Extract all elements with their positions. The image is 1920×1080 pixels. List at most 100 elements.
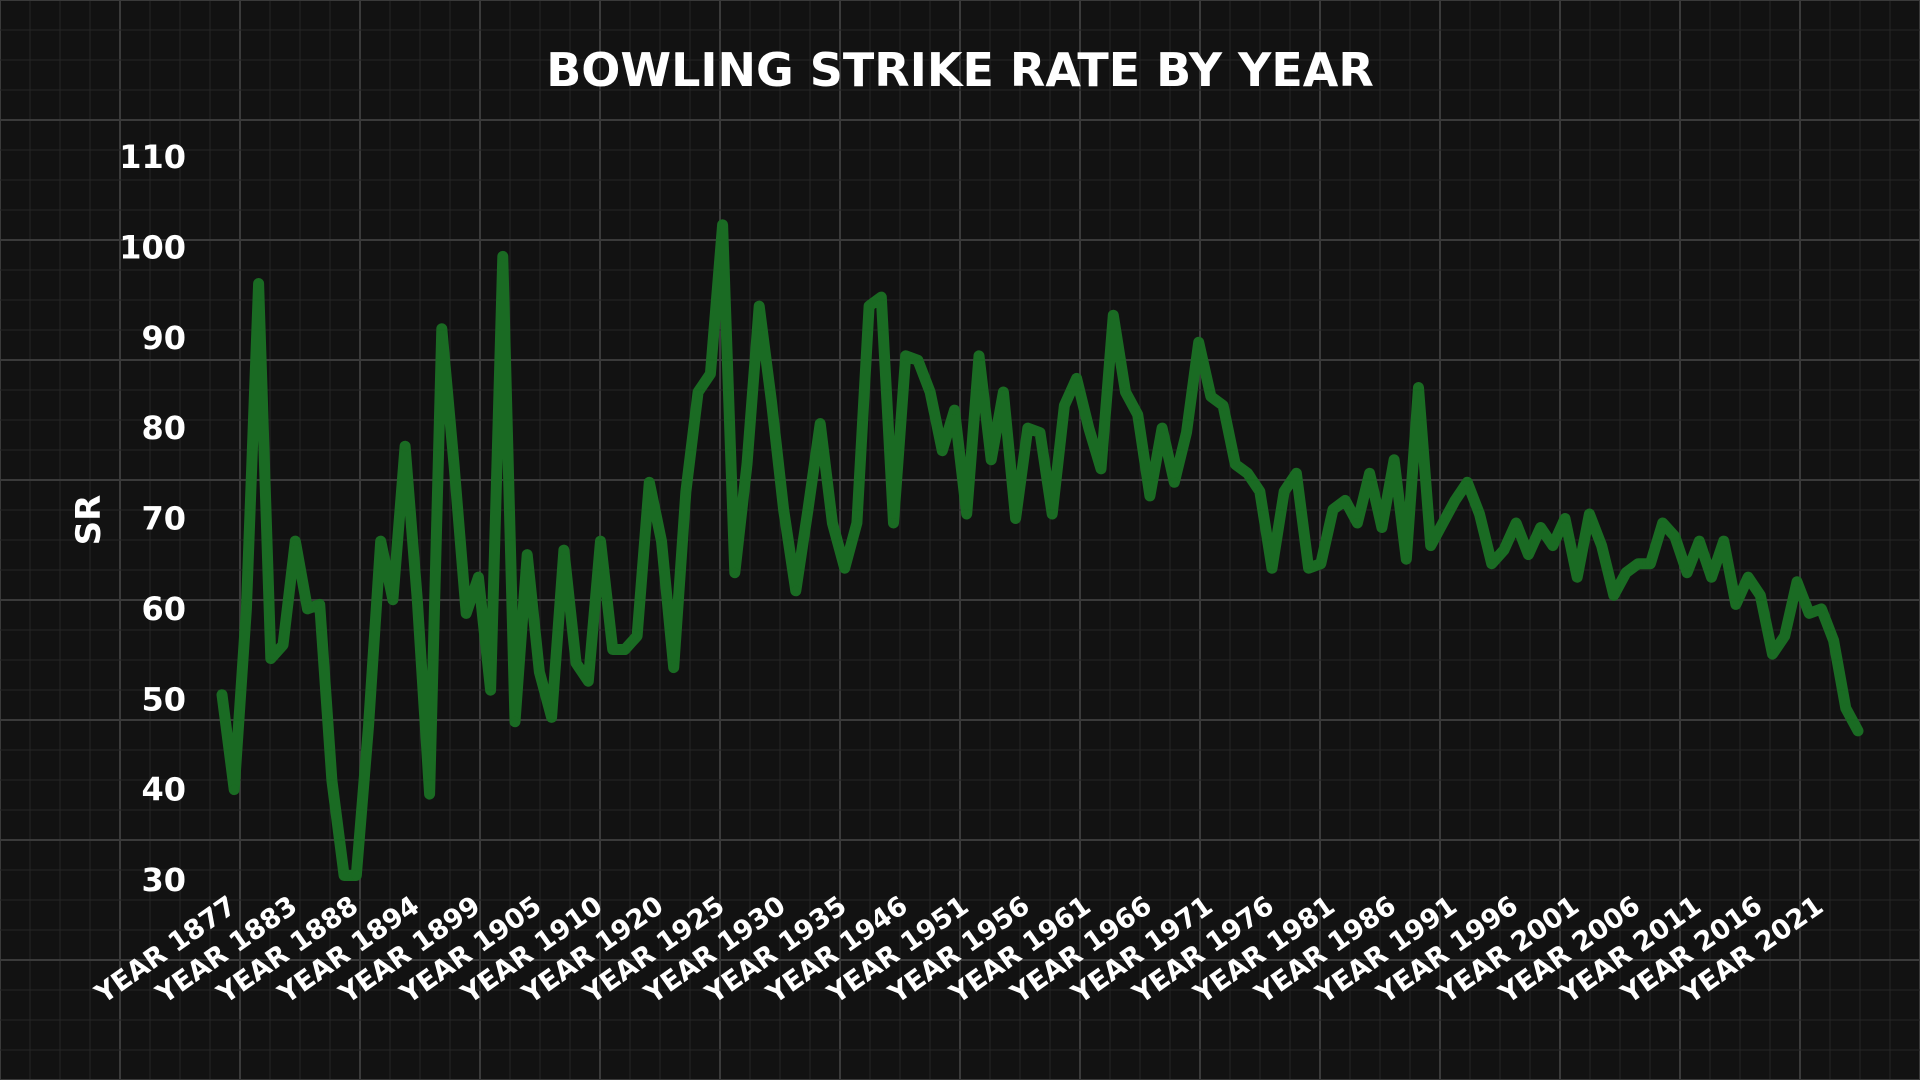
data-point <box>827 518 838 528</box>
data-point <box>815 418 826 429</box>
data-point <box>705 368 716 379</box>
data-point <box>1706 572 1717 583</box>
data-point <box>339 870 350 881</box>
data-point <box>1242 468 1253 479</box>
data-point <box>522 549 533 560</box>
data-point <box>1022 423 1033 434</box>
data-point <box>387 594 398 605</box>
data-point <box>571 658 582 669</box>
data-point <box>1059 400 1070 411</box>
data-point <box>1413 382 1424 393</box>
data-point <box>1523 549 1534 560</box>
data-point <box>961 509 972 519</box>
data-point <box>510 716 520 727</box>
data-point <box>1181 427 1192 438</box>
data-point <box>680 486 691 497</box>
data-point <box>1340 495 1351 506</box>
data-point <box>656 536 667 547</box>
data-point <box>754 301 765 312</box>
data-point <box>839 563 850 574</box>
data-point <box>937 445 948 456</box>
data-point <box>534 667 545 678</box>
data-point <box>400 441 411 452</box>
y-tick-label: 30 <box>141 861 186 899</box>
data-point <box>595 536 606 547</box>
data-point <box>314 599 325 610</box>
data-point <box>1169 477 1180 488</box>
data-point <box>546 712 557 723</box>
data-point <box>1047 509 1058 519</box>
y-tick-label: 90 <box>141 319 186 357</box>
data-point <box>1621 567 1631 578</box>
data-point <box>1474 509 1485 519</box>
data-point <box>1669 531 1680 542</box>
data-point <box>1425 540 1436 551</box>
data-point <box>644 477 655 488</box>
data-point <box>1645 558 1656 569</box>
y-axis-ticks: 30 40 50 60 70 80 90 100 110 <box>119 138 186 899</box>
data-point <box>1071 373 1082 384</box>
data-point <box>1352 518 1363 528</box>
series-layer <box>216 219 1864 881</box>
data-point <box>351 870 362 881</box>
data-point <box>876 292 887 303</box>
data-point <box>558 545 569 556</box>
y-tick-label: 40 <box>141 771 186 809</box>
data-point <box>375 536 386 547</box>
data-point <box>253 278 264 289</box>
data-point <box>1486 558 1497 569</box>
data-point <box>1083 423 1094 434</box>
data-point <box>290 536 301 547</box>
data-point <box>803 504 813 515</box>
data-point <box>766 396 777 406</box>
data-point <box>1291 468 1302 479</box>
chart-title: BOWLING STRIKE RATE BY YEAR <box>546 43 1374 97</box>
data-point <box>1743 572 1754 583</box>
data-point <box>1437 518 1448 528</box>
data-point <box>998 387 1009 397</box>
data-point <box>1279 486 1290 497</box>
data-point <box>1535 522 1546 533</box>
data-point <box>326 775 337 786</box>
data-point <box>900 350 911 361</box>
data-point <box>1108 310 1119 321</box>
data-point <box>1511 518 1522 528</box>
data-point <box>1792 576 1802 587</box>
data-point <box>1096 463 1106 474</box>
data-point <box>1633 558 1644 569</box>
data-point <box>485 685 496 696</box>
data-point <box>241 603 252 614</box>
data-point <box>1730 599 1741 610</box>
data-point <box>864 301 875 312</box>
data-point <box>1462 477 1473 488</box>
data-point <box>1120 387 1131 397</box>
data-point <box>461 608 472 619</box>
data-point <box>1853 725 1863 736</box>
data-point <box>1401 554 1412 565</box>
data-point <box>1608 590 1619 601</box>
data-point <box>1218 400 1229 411</box>
y-tick-label: 70 <box>141 500 186 538</box>
data-point <box>790 585 801 596</box>
data-point <box>1450 495 1461 506</box>
data-point <box>1364 468 1375 479</box>
data-point <box>1572 572 1583 583</box>
data-point <box>693 387 704 397</box>
data-point <box>888 518 899 528</box>
data-point <box>1657 518 1668 528</box>
data-point <box>449 459 459 470</box>
data-point <box>424 789 435 800</box>
data-point <box>1828 635 1839 646</box>
y-tick-label: 50 <box>141 680 186 718</box>
data-point <box>1584 509 1595 519</box>
data-point <box>925 387 936 397</box>
y-tick-label: 80 <box>141 409 186 447</box>
data-point <box>742 459 752 470</box>
data-point <box>668 662 679 673</box>
data-point <box>1035 427 1045 438</box>
data-point <box>851 518 862 528</box>
data-point <box>497 251 508 262</box>
data-point <box>607 644 618 655</box>
data-point <box>217 689 227 700</box>
